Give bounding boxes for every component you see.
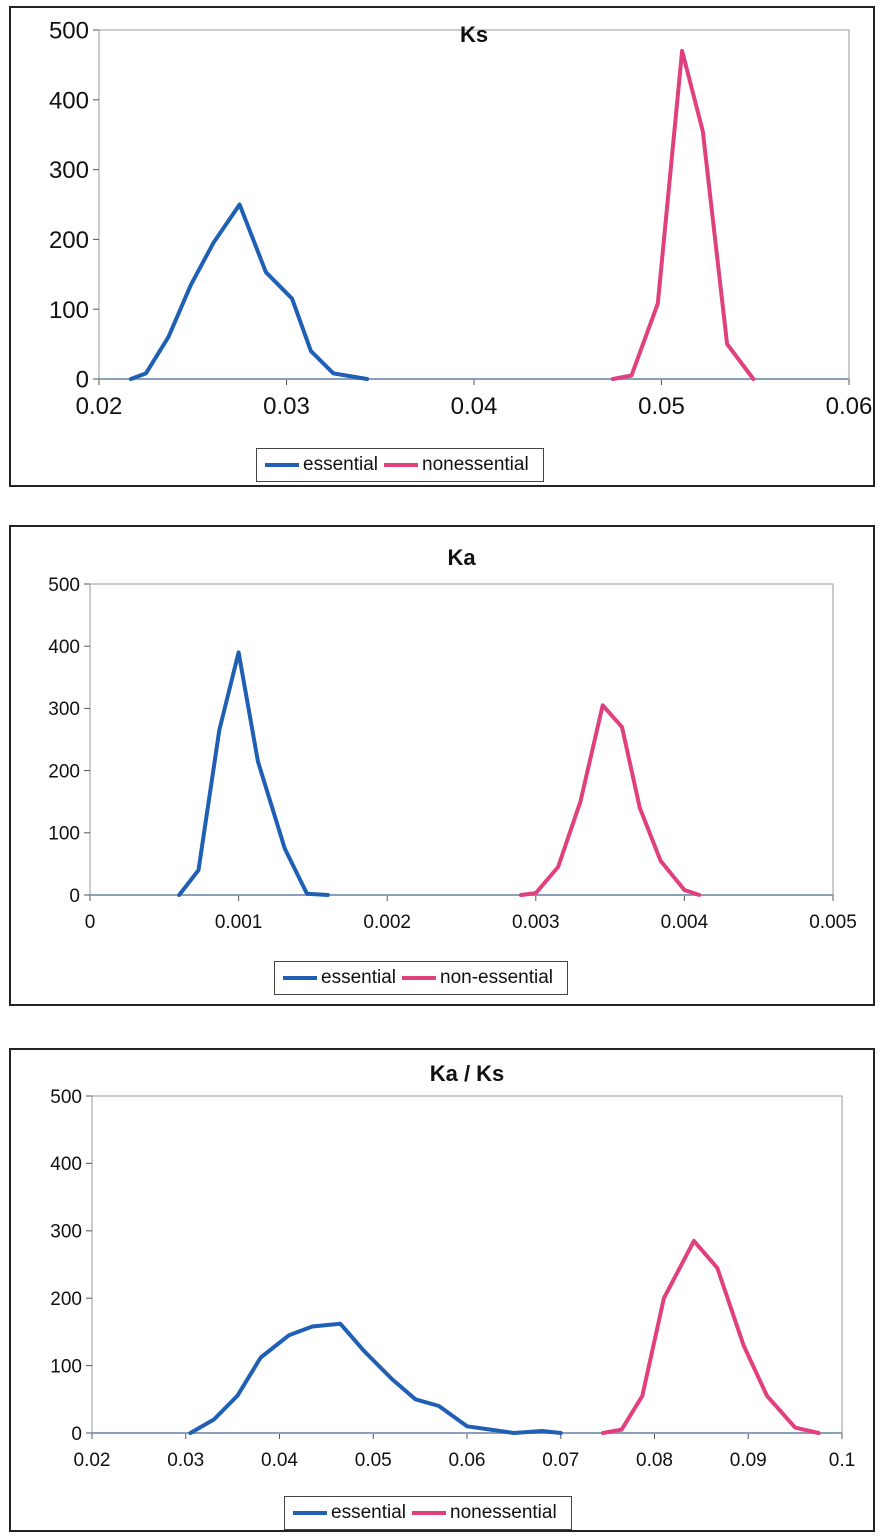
series-line-essential bbox=[190, 1324, 560, 1433]
y-tick-label: 0 bbox=[69, 886, 80, 907]
x-tick-label: 0 bbox=[85, 912, 96, 933]
legend-swatch-essential bbox=[293, 1511, 327, 1515]
legend-item-nonessential: nonessential bbox=[412, 1502, 557, 1524]
series-line-nonessential bbox=[603, 1241, 819, 1433]
x-tick-label: 0.1 bbox=[829, 1450, 855, 1471]
legend-swatch-non-essential bbox=[402, 976, 436, 980]
x-tick-label: 0.004 bbox=[661, 912, 709, 933]
x-tick-label: 0.08 bbox=[636, 1450, 673, 1471]
y-tick-label: 200 bbox=[48, 761, 80, 782]
y-tick-label: 300 bbox=[48, 699, 80, 720]
x-tick-label: 0.04 bbox=[451, 393, 498, 420]
legend-label-essential: essential bbox=[303, 454, 378, 476]
y-tick-label: 500 bbox=[48, 575, 80, 596]
y-tick-label: 0 bbox=[76, 367, 89, 394]
chart-panel-ka: Ka 0 100 200 300 400 500 0 0.001 0.002 0.003 0.004 0… bbox=[9, 525, 875, 1006]
y-tick-label: 400 bbox=[48, 637, 80, 658]
x-tick-label: 0.05 bbox=[638, 393, 685, 420]
legend-label-nonessential: nonessential bbox=[422, 454, 529, 476]
legend-label-nonessential: nonessential bbox=[450, 1502, 557, 1524]
legend-ka: essential non-essential bbox=[274, 961, 568, 995]
x-tick-label: 0.003 bbox=[512, 912, 560, 933]
chart-title: Ka bbox=[447, 545, 476, 570]
chart-ks: Ks 0 100 200 300 400 500 0.02 0.03 0.04 0.05 0.06 bbox=[11, 8, 877, 489]
legend-item-essential: essential bbox=[293, 1502, 406, 1524]
series-line-essential bbox=[131, 205, 367, 380]
y-tick-label: 400 bbox=[50, 1154, 82, 1175]
y-tick-label: 200 bbox=[49, 227, 89, 254]
x-tick-label: 0.001 bbox=[215, 912, 263, 933]
chart-title: Ks bbox=[460, 22, 488, 47]
legend-swatch-essential bbox=[265, 463, 299, 467]
y-tick-label: 100 bbox=[49, 297, 89, 324]
x-tick-label: 0.005 bbox=[809, 912, 857, 933]
x-tick-label: 0.07 bbox=[542, 1450, 579, 1471]
series-line-essential bbox=[179, 652, 328, 895]
y-tick-label: 200 bbox=[50, 1289, 82, 1310]
legend-item-essential: essential bbox=[283, 967, 396, 989]
chart-ka: Ka 0 100 200 300 400 500 0 0.001 0.002 0.003 0.004 0… bbox=[11, 527, 877, 1008]
x-tick-label: 0.03 bbox=[263, 393, 310, 420]
x-tick-label: 0.04 bbox=[261, 1450, 298, 1471]
x-tick-label: 0.002 bbox=[363, 912, 411, 933]
legend-item-nonessential: nonessential bbox=[384, 454, 529, 476]
legend-swatch-nonessential bbox=[384, 463, 418, 467]
y-tick-label: 100 bbox=[48, 824, 80, 845]
chart-panel-ks: Ks 0 100 200 300 400 500 0.02 0.03 0.04 0.05 0.06 e… bbox=[9, 6, 875, 487]
chart-ka-ks: Ka / Ks 0 100 200 300 400 500 0.02 0.03 0.04 0.05 0… bbox=[11, 1050, 877, 1534]
plot-area bbox=[99, 30, 849, 379]
legend-label-essential: essential bbox=[321, 967, 396, 989]
x-tick-label: 0.02 bbox=[74, 1450, 111, 1471]
y-tick-label: 300 bbox=[49, 157, 89, 184]
x-tick-label: 0.09 bbox=[730, 1450, 767, 1471]
chart-title: Ka / Ks bbox=[430, 1061, 505, 1086]
series-line-non-essential bbox=[521, 705, 699, 895]
y-tick-label: 500 bbox=[50, 1087, 82, 1108]
legend-swatch-essential bbox=[283, 976, 317, 980]
y-tick-label: 0 bbox=[71, 1424, 82, 1445]
legend-ka-ks: essential nonessential bbox=[284, 1496, 572, 1530]
y-tick-label: 500 bbox=[49, 18, 89, 45]
plot-area bbox=[92, 1096, 842, 1433]
legend-item-essential: essential bbox=[265, 454, 378, 476]
legend-label-non-essential: non-essential bbox=[440, 967, 553, 989]
x-tick-label: 0.02 bbox=[76, 393, 123, 420]
x-tick-label: 0.03 bbox=[167, 1450, 204, 1471]
legend-ks: essential nonessential bbox=[256, 448, 544, 482]
x-tick-label: 0.05 bbox=[355, 1450, 392, 1471]
y-tick-label: 400 bbox=[49, 87, 89, 114]
x-tick-label: 0.06 bbox=[826, 393, 873, 420]
legend-swatch-nonessential bbox=[412, 1511, 446, 1515]
y-tick-label: 100 bbox=[50, 1356, 82, 1377]
y-tick-label: 300 bbox=[50, 1222, 82, 1243]
series-line-nonessential bbox=[613, 51, 754, 379]
legend-item-non-essential: non-essential bbox=[402, 967, 553, 989]
chart-panel-ka-ks: Ka / Ks 0 100 200 300 400 500 0.02 0.03 0.04 0.05 0… bbox=[9, 1048, 875, 1532]
legend-label-essential: essential bbox=[331, 1502, 406, 1524]
x-tick-label: 0.06 bbox=[449, 1450, 486, 1471]
